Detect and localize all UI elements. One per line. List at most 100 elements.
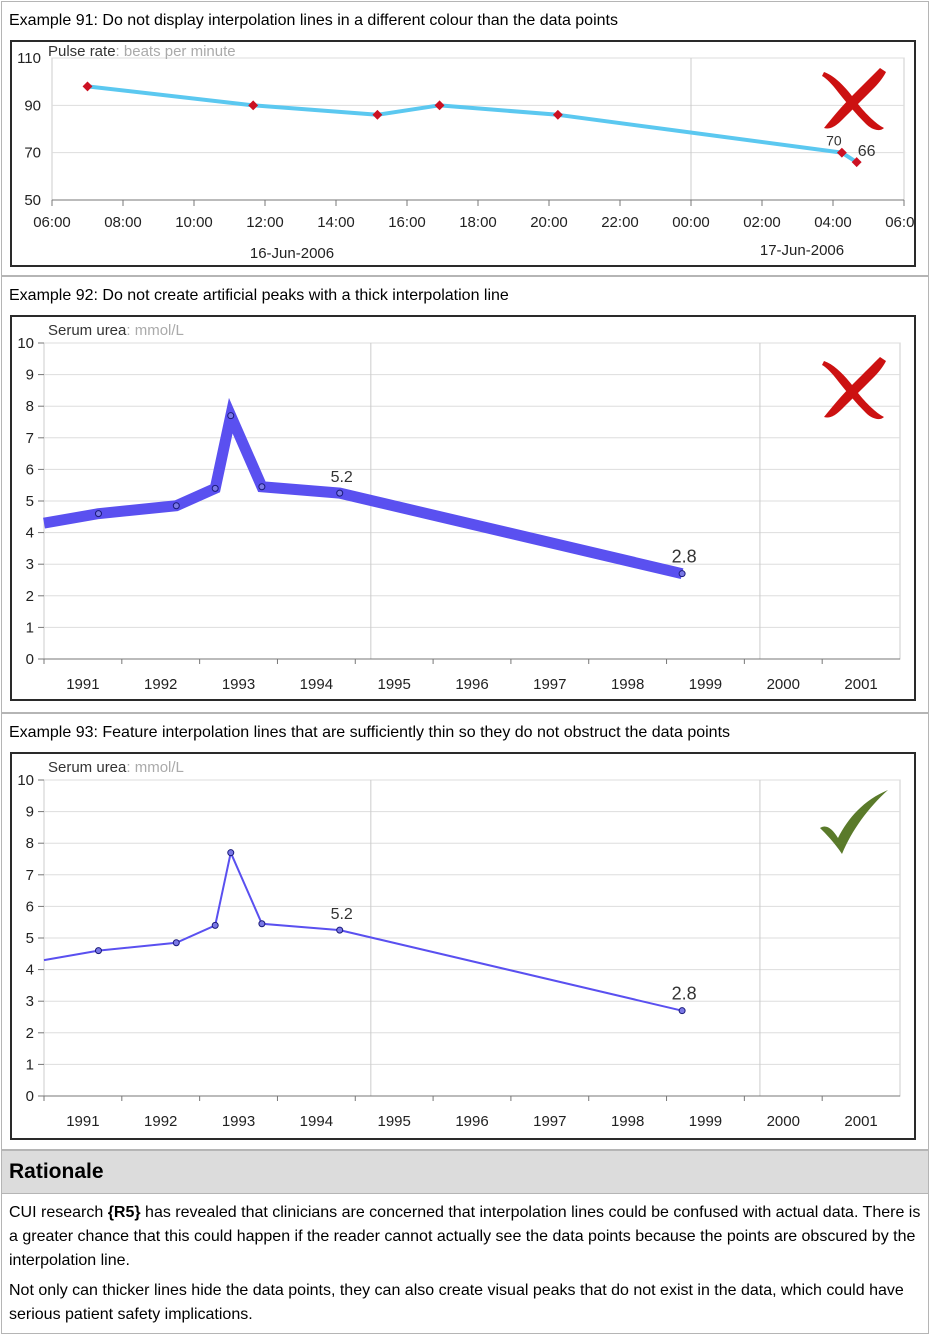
- data-point: [336, 926, 344, 934]
- x-tick-label: 1993: [222, 1113, 255, 1130]
- x-tick-label: 1996: [455, 1113, 488, 1130]
- x-tick-label: 1999: [689, 1113, 722, 1130]
- data-label: 66: [858, 143, 876, 160]
- x-tick-label: 1997: [533, 1113, 566, 1130]
- x-tick-label: 1993: [222, 676, 255, 693]
- cross-icon: [822, 68, 886, 131]
- y-tick-label: 50: [24, 192, 41, 209]
- y-tick-label: 3: [26, 556, 34, 573]
- rationale-p1-text: CUI research: [9, 1204, 108, 1221]
- data-point: [227, 412, 235, 420]
- data-label: 5.2: [331, 469, 353, 486]
- x-tick-label: 1999: [689, 676, 722, 693]
- x-tick-label: 16:00: [388, 214, 426, 231]
- series-line: [43, 397, 684, 580]
- x-tick-label: 06:00: [33, 214, 71, 231]
- data-point: [94, 510, 102, 518]
- y-tick-label: 8: [26, 398, 34, 415]
- x-tick-label: 20:00: [530, 214, 568, 231]
- x-tick-label: 2001: [844, 676, 877, 693]
- pulse-rate-chart: 110 90 70 50 06:00 08:00 10:00 12:00 14:00 16:00 1…: [10, 40, 916, 267]
- date-label: 17-Jun-2006: [760, 242, 844, 259]
- data-point: [172, 939, 180, 947]
- chart-title: Serum urea: [48, 322, 127, 339]
- y-tick-label: 7: [26, 867, 34, 884]
- y-tick-label: 1: [26, 1056, 34, 1073]
- cross-icon: [822, 357, 886, 420]
- y-tick-label: 9: [26, 367, 34, 384]
- data-point: [94, 947, 102, 955]
- cross-icon-stroke: [824, 68, 886, 129]
- x-tick-label: 14:00: [317, 214, 355, 231]
- y-tick-label: 8: [26, 835, 34, 852]
- series-line: [43, 849, 683, 1012]
- example-92-title: Example 92: Do not create artificial pea…: [9, 287, 509, 304]
- serum-urea-thin-chart: 10 9 8 7 6 5 4 3 2 1 0 1991 1992 1993 1994 1995 1996 1997…: [10, 752, 916, 1140]
- data-point: [836, 147, 847, 158]
- y-tick-label: 2: [26, 588, 34, 605]
- date-label: 16-Jun-2006: [250, 245, 334, 262]
- data-point: [552, 109, 563, 120]
- example-93-title: Example 93: Feature interpolation lines …: [9, 724, 731, 741]
- y-tick-label: 2: [26, 1025, 34, 1042]
- y-tick-label: 4: [26, 525, 34, 542]
- chart-title: Pulse rate: [48, 43, 116, 60]
- pulse-rate-chart-svg: 110 90 70 50 06:00 08:00 10:00 12:00 14:00 16:00 1…: [17, 43, 914, 262]
- data-label: 2.8: [672, 547, 697, 567]
- x-tick-label: 2001: [844, 1113, 877, 1130]
- data-point: [678, 570, 686, 578]
- rationale-heading: Rationale: [9, 1160, 104, 1183]
- x-tick-label: 04:00: [814, 214, 852, 231]
- y-tick-label: 5: [26, 493, 34, 510]
- y-tick-label: 6: [26, 898, 34, 915]
- y-tick-label: 70: [24, 145, 41, 162]
- check-icon-shape: [820, 790, 888, 854]
- example-91-panel: Example 91: Do not display interpolation…: [1, 1, 929, 276]
- chart-unit: : mmol/L: [126, 759, 184, 776]
- y-tick-label: 0: [26, 1088, 34, 1105]
- data-point: [211, 484, 219, 492]
- y-tick-label: 6: [26, 461, 34, 478]
- x-tick-label: 18:00: [459, 214, 497, 231]
- x-tick-label: 1995: [377, 676, 410, 693]
- data-point: [258, 483, 266, 491]
- y-tick-label: 10: [17, 335, 34, 352]
- rationale-paragraph-1: CUI research {R5} has revealed that clin…: [9, 1201, 921, 1273]
- reference-r5: {R5}: [107, 1204, 141, 1221]
- x-tick-label: 1992: [144, 676, 177, 693]
- rationale-p1-text-rest: has revealed that clinicians are concern…: [9, 1204, 921, 1269]
- x-tick-label: 22:00: [601, 214, 639, 231]
- x-tick-label: 2000: [767, 1113, 800, 1130]
- x-tick-label: 1998: [611, 676, 644, 693]
- data-point: [227, 849, 235, 857]
- data-point: [336, 489, 344, 497]
- plot-area: [51, 57, 905, 201]
- y-tick-label: 90: [24, 97, 41, 114]
- data-label: 70: [826, 133, 842, 149]
- chart-unit: : beats per minute: [116, 43, 236, 60]
- check-icon: [820, 790, 888, 854]
- y-tick-label: 0: [26, 651, 34, 668]
- example-93-panel: Example 93: Feature interpolation lines …: [1, 713, 929, 1150]
- data-label: 5.2: [331, 906, 353, 923]
- y-tick-label: 7: [26, 430, 34, 447]
- y-tick-label: 5: [26, 930, 34, 947]
- data-point: [678, 1007, 686, 1015]
- serum-urea-thick-chart: 10 9 8 7 6 5 4 3 2 1 0 1991 1992 1993 1994 1995 1996 1997…: [10, 315, 916, 701]
- y-tick-label: 1: [26, 619, 34, 636]
- x-tick-label: 1994: [300, 1113, 333, 1130]
- chart-title: Serum urea: [48, 759, 127, 776]
- data-point: [851, 157, 862, 168]
- cross-icon-stroke: [824, 357, 886, 418]
- rationale-header: Rationale: [1, 1150, 929, 1194]
- x-tick-label: 06:00: [885, 214, 914, 231]
- y-tick-label: 110: [17, 50, 41, 67]
- x-tick-label: 1997: [533, 676, 566, 693]
- data-point: [211, 921, 219, 929]
- data-point: [248, 100, 259, 111]
- example-92-panel: Example 92: Do not create artificial pea…: [1, 276, 929, 713]
- x-tick-label: 1992: [144, 1113, 177, 1130]
- data-point: [258, 920, 266, 928]
